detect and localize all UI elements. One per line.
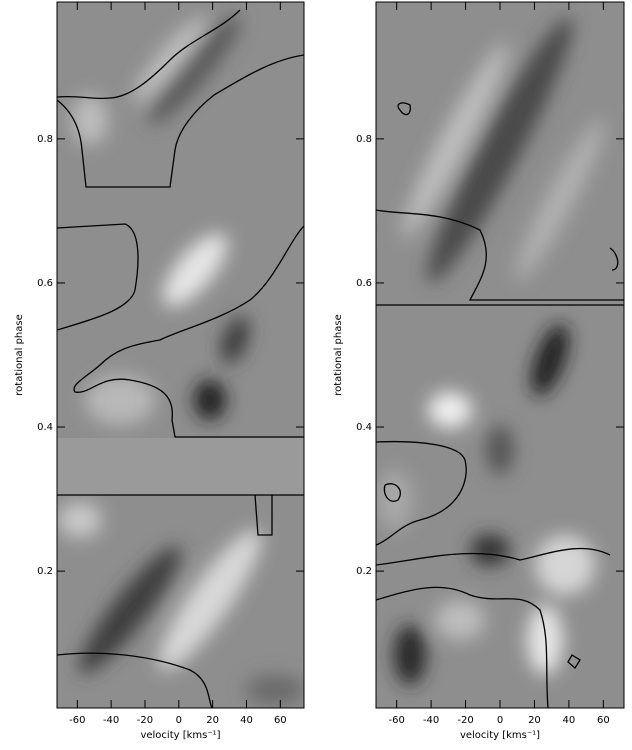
y-axis-label: rotational phase (14, 314, 25, 395)
y-tick-label: 0.6 (356, 278, 372, 289)
x-tick-label: -40 (423, 715, 439, 726)
x-tick-label: -60 (388, 715, 404, 726)
x-tick-label: 0 (497, 715, 503, 726)
y-tick-label: 0.4 (37, 422, 53, 433)
x-tick-label: -60 (69, 715, 85, 726)
x-tick-label: 60 (274, 715, 287, 726)
y-tick-label: 0.2 (37, 566, 53, 577)
x-tick-label: -20 (137, 715, 153, 726)
left-image (57, 2, 304, 708)
x-tick-label: 60 (597, 715, 610, 726)
y-tick-label: 0.8 (356, 134, 372, 145)
x-tick-label: 0 (176, 715, 182, 726)
y-tick-label: 0.6 (37, 278, 53, 289)
x-tick-label: 20 (206, 715, 219, 726)
y-tick-label: 0.2 (356, 566, 372, 577)
x-axis-label: velocity [kms⁻¹] (460, 730, 540, 741)
x-tick-label: -40 (103, 715, 119, 726)
y-tick-label: 0.8 (37, 134, 53, 145)
right-image (376, 2, 624, 708)
x-tick-label: 20 (528, 715, 541, 726)
x-tick-label: -20 (457, 715, 473, 726)
x-tick-label: 40 (240, 715, 253, 726)
y-axis-label: rotational phase (333, 314, 344, 395)
x-axis-label: velocity [kms⁻¹] (140, 730, 220, 741)
y-tick-label: 0.4 (356, 422, 372, 433)
x-tick-label: 40 (563, 715, 576, 726)
left-frame (56, 1, 305, 709)
